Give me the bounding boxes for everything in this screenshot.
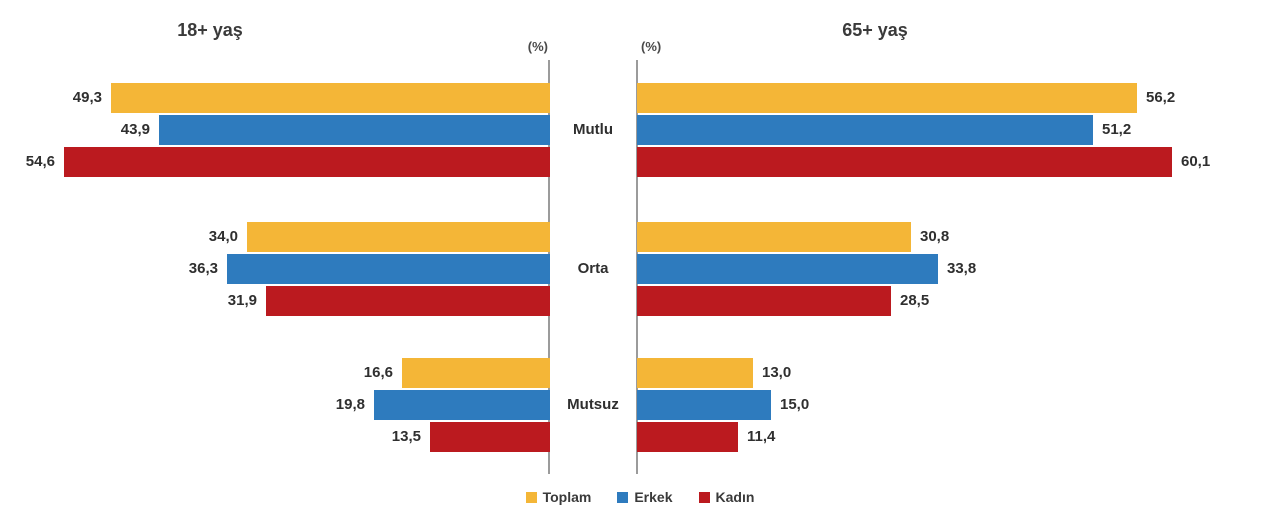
bar-left-Mutlu-Erkek [159, 115, 550, 145]
value-label-right-Mutsuz-Toplam: 13,0 [762, 364, 792, 381]
value-label-left-Mutlu-Toplam: 49,3 [72, 89, 102, 106]
bar-left-Mutsuz-Toplam [402, 358, 550, 388]
bar-left-Orta-Toplam [247, 222, 550, 252]
value-label-right-Mutsuz-Kadın: 11,4 [747, 428, 776, 445]
category-label-Orta: Orta [577, 260, 609, 277]
value-label-right-Orta-Kadın: 28,5 [900, 292, 930, 309]
legend-item-Toplam: Toplam [525, 489, 592, 505]
bar-right-Mutsuz-Toplam [637, 358, 753, 388]
bar-right-Mutlu-Erkek [637, 115, 1093, 145]
right-panel-title: 65+ yaş [842, 20, 908, 40]
legend-swatch-icon [698, 491, 710, 503]
value-label-right-Mutsuz-Erkek: 15,0 [780, 396, 810, 413]
bar-right-Orta-Kadın [637, 286, 891, 316]
value-label-left-Mutlu-Erkek: 43,9 [120, 121, 150, 138]
value-label-right-Orta-Erkek: 33,8 [947, 260, 977, 277]
value-label-left-Mutsuz-Erkek: 19,8 [335, 396, 365, 413]
value-label-left-Orta-Toplam: 34,0 [208, 228, 238, 245]
bar-right-Orta-Toplam [637, 222, 911, 252]
value-label-right-Orta-Toplam: 30,8 [920, 228, 950, 245]
legend-label: Kadın [715, 489, 755, 505]
legend-label: Toplam [542, 489, 592, 505]
legend-swatch-icon [617, 491, 629, 503]
bar-left-Orta-Kadın [266, 286, 550, 316]
bar-left-Mutsuz-Kadın [430, 422, 550, 452]
left-percent-unit-label: (%) [527, 39, 548, 54]
value-label-right-Mutlu-Toplam: 56,2 [1146, 89, 1176, 106]
value-label-left-Orta-Kadın: 31,9 [227, 292, 257, 309]
category-label-Mutsuz: Mutsuz [567, 396, 619, 413]
bar-right-Orta-Erkek [637, 254, 938, 284]
bar-right-Mutlu-Toplam [637, 83, 1137, 113]
legend-swatch-icon [525, 491, 537, 503]
value-label-right-Mutlu-Erkek: 51,2 [1102, 121, 1132, 138]
category-label-Mutlu: Mutlu [573, 121, 613, 138]
value-label-left-Mutlu-Kadın: 54,6 [25, 153, 55, 170]
value-label-right-Mutlu-Kadın: 60,1 [1181, 153, 1211, 170]
right-percent-unit-label: (%) [641, 39, 662, 54]
bar-left-Orta-Erkek [227, 254, 550, 284]
bar-left-Mutsuz-Erkek [374, 390, 550, 420]
legend-item-Erkek: Erkek [617, 489, 673, 505]
bar-right-Mutlu-Kadın [637, 147, 1172, 177]
bar-left-Mutlu-Toplam [111, 83, 550, 113]
bar-left-Mutlu-Kadın [64, 147, 550, 177]
bar-right-Mutsuz-Kadın [637, 422, 738, 452]
value-label-left-Mutsuz-Kadın: 13,5 [391, 428, 421, 445]
left-panel-title: 18+ yaş [177, 20, 243, 40]
value-label-left-Mutsuz-Toplam: 16,6 [363, 364, 393, 381]
legend: Toplam Erkek Kadın [0, 489, 1280, 505]
legend-label: Erkek [634, 489, 673, 505]
legend-item-Kadın: Kadın [698, 489, 755, 505]
bar-right-Mutsuz-Erkek [637, 390, 771, 420]
value-label-left-Orta-Erkek: 36,3 [188, 260, 218, 277]
